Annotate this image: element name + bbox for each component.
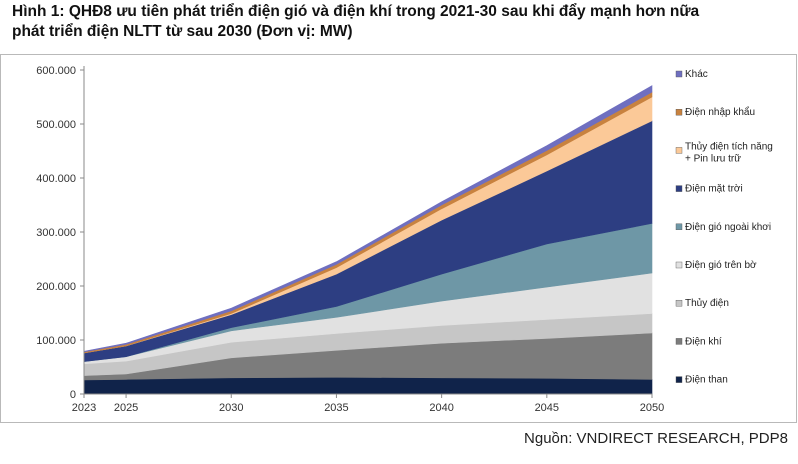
- legend-swatch: [675, 261, 683, 269]
- legend-item-dien-than: Điện than: [675, 375, 728, 386]
- legend-item-dien-gio-tren-bo: Điện gió trên bờ: [675, 260, 757, 271]
- x-tick-label: 2040: [429, 402, 453, 414]
- legend-label: Điện gió ngoài khơi: [685, 222, 771, 233]
- legend-item-dien-gio-ngoai-khoi: Điện gió ngoài khơi: [675, 222, 771, 233]
- legend-label: Điện gió trên bờ: [685, 260, 757, 271]
- legend-label: Thủy điện tích năng + Pin lưu trữ: [685, 140, 773, 164]
- chart-title-line-2: phát triển điện NLTT từ sau 2030 (Đơn vị…: [12, 23, 353, 40]
- legend-label: Khác: [685, 69, 708, 80]
- legend-item-dien-nhap-khau: Điện nhập khẩu: [675, 106, 755, 118]
- legend-swatch: [675, 338, 683, 345]
- legend-label: Điện khí: [685, 336, 722, 347]
- y-tick-label: 200.000: [36, 281, 76, 293]
- legend: Khác Điện nhập khẩu Thủy điện tích năng + P…: [675, 69, 773, 386]
- legend-item-thuy-dien: Thủy điện: [675, 297, 729, 309]
- y-tick-label: 400.000: [36, 173, 76, 185]
- legend-item-dien-mat-troi: Điện mặt trời: [675, 184, 743, 195]
- chart-frame: [0, 54, 797, 423]
- x-tick-label: 2045: [535, 402, 559, 414]
- legend-item-khac: Khác: [675, 69, 708, 80]
- legend-swatch: [675, 223, 683, 231]
- y-tick-label: 500.000: [36, 119, 76, 131]
- stacked-area-chart: 0 100.000 200.000 300.000 400.000 500.000 600.…: [36, 65, 773, 414]
- axes-group: 0 100.000 200.000 300.000 400.000 500.000 600.…: [36, 65, 664, 414]
- legend-swatch: [675, 109, 683, 116]
- source-note: Nguồn: VNDIRECT RESEARCH, PDP8: [524, 430, 788, 447]
- x-tick-label: 2050: [640, 402, 664, 414]
- legend-label: Thủy điện: [685, 297, 729, 309]
- legend-swatch: [675, 147, 683, 154]
- legend-label: Điện than: [685, 375, 728, 386]
- legend-label: Điện mặt trời: [685, 184, 743, 195]
- y-tick-label: 600.000: [36, 65, 76, 77]
- chart-title-line-1: Hình 1: QHĐ8 ưu tiên phát triển điện gió…: [12, 3, 700, 20]
- y-tick-label: 0: [70, 389, 76, 401]
- y-tick-label: 100.000: [36, 335, 76, 347]
- legend-swatch: [675, 299, 683, 307]
- legend-swatch: [675, 376, 683, 383]
- legend-label: Điện nhập khẩu: [685, 106, 755, 118]
- y-tick-label: 300.000: [36, 227, 76, 239]
- x-tick-label: 2030: [219, 402, 243, 414]
- x-tick-label: 2025: [114, 402, 138, 414]
- area-dien-than: [83, 376, 653, 395]
- legend-swatch: [675, 70, 683, 78]
- chart-title: Hình 1: QHĐ8 ưu tiên phát triển điện gió…: [12, 2, 792, 42]
- area-khac: [83, 85, 653, 353]
- legend-item-thuy-dien-tich-nang-pin-luu-tru: Thủy điện tích năng + Pin lưu trữ: [675, 140, 773, 164]
- x-tick-label: 2023: [72, 402, 96, 414]
- legend-swatch: [675, 185, 683, 192]
- area-series-group: [83, 85, 653, 395]
- x-tick-label: 2035: [324, 402, 348, 414]
- legend-item-dien-khi: Điện khí: [675, 336, 722, 347]
